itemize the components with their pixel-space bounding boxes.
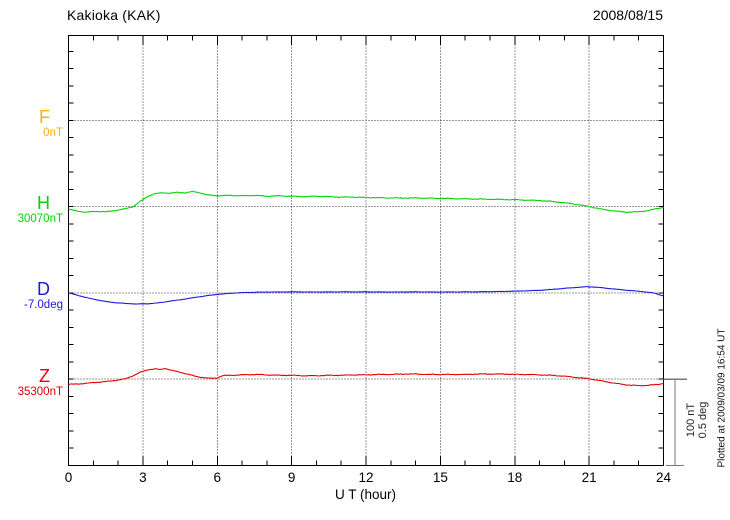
plot-date: 2008/08/15 (592, 7, 663, 23)
x-tick-label: 15 (432, 470, 448, 485)
scale-bar-label: 100 nT 0.5 deg (685, 397, 709, 443)
series-label-Z: Z 35300nT (0, 365, 63, 399)
component-letter-h: H (37, 193, 50, 214)
x-tick-label: 0 (64, 470, 73, 485)
series-label-F: F 0nT (0, 106, 63, 140)
component-letter-d: D (37, 279, 50, 300)
component-letter-z: Z (39, 365, 50, 386)
x-axis-title: U T (hour) (334, 487, 397, 502)
x-tick-label: 24 (655, 470, 672, 485)
component-letter-f: F (39, 106, 50, 127)
component-baseline-f: 0nT (43, 126, 63, 139)
component-baseline-h: 30070nT (17, 213, 63, 226)
series-label-D: D -7.0deg (0, 280, 63, 312)
x-tick-label: 21 (581, 470, 597, 485)
x-tick-label: 9 (287, 470, 296, 485)
plotted-at-note: Plotted at 2009/03/09 16:54 UT (716, 328, 728, 468)
x-tick-label: 3 (139, 470, 147, 485)
component-baseline-z: 35300nT (17, 385, 63, 398)
series-label-H: H 30070nT (0, 194, 63, 226)
scale-bar-deg: 0.5 deg (697, 401, 709, 439)
x-tick-label: 12 (358, 470, 374, 485)
x-tick-label: 18 (507, 470, 523, 485)
scale-bar-nt: 100 nT (685, 402, 697, 438)
page-title: Kakioka (KAK) (67, 7, 161, 23)
component-baseline-d: -7.0deg (23, 299, 63, 312)
x-tick-label: 6 (213, 470, 221, 485)
